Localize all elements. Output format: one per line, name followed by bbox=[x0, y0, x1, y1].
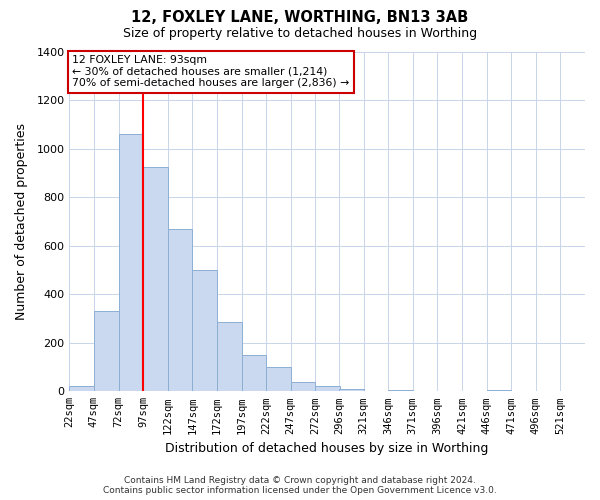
Text: Contains HM Land Registry data © Crown copyright and database right 2024.
Contai: Contains HM Land Registry data © Crown c… bbox=[103, 476, 497, 495]
Text: 12, FOXLEY LANE, WORTHING, BN13 3AB: 12, FOXLEY LANE, WORTHING, BN13 3AB bbox=[131, 10, 469, 25]
Bar bbox=[217, 322, 242, 392]
Text: Size of property relative to detached houses in Worthing: Size of property relative to detached ho… bbox=[123, 28, 477, 40]
Bar bbox=[291, 382, 316, 392]
Bar bbox=[388, 390, 413, 392]
Bar bbox=[94, 311, 119, 392]
Bar bbox=[487, 390, 511, 392]
Bar bbox=[266, 367, 291, 392]
Bar bbox=[168, 228, 193, 392]
X-axis label: Distribution of detached houses by size in Worthing: Distribution of detached houses by size … bbox=[166, 442, 489, 455]
Bar bbox=[339, 389, 364, 392]
Bar bbox=[119, 134, 143, 392]
Text: 12 FOXLEY LANE: 93sqm
← 30% of detached houses are smaller (1,214)
70% of semi-d: 12 FOXLEY LANE: 93sqm ← 30% of detached … bbox=[72, 55, 350, 88]
Bar bbox=[242, 355, 266, 392]
Bar bbox=[316, 386, 340, 392]
Bar bbox=[70, 386, 94, 392]
Y-axis label: Number of detached properties: Number of detached properties bbox=[15, 123, 28, 320]
Bar bbox=[193, 270, 217, 392]
Bar bbox=[143, 167, 168, 392]
